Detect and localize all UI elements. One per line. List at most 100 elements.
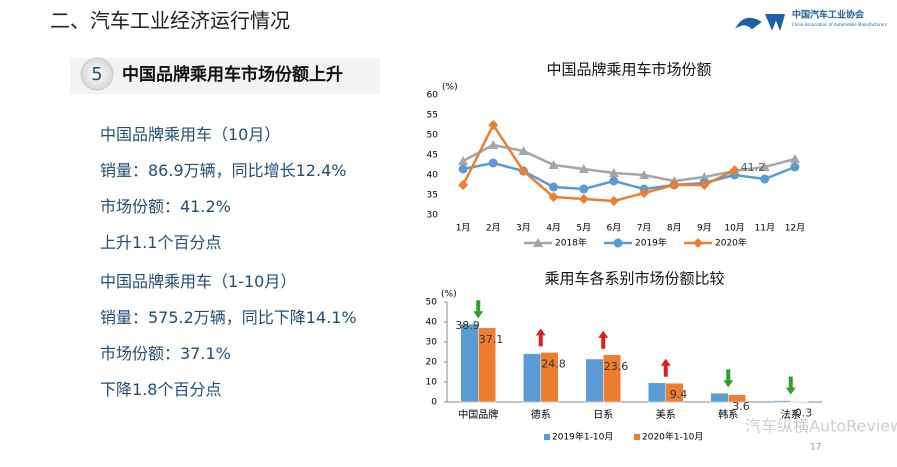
page-number: 17 [810,443,821,453]
legend-label: 2019年 [635,237,667,249]
x-tick-label: 6月 [607,223,622,234]
y-tick-label: 30 [427,211,439,221]
y-axis-label: (%) [441,290,457,300]
x-tick-label: 中国品牌 [458,408,498,421]
text-block: 中国品牌乘用车（1-10月） 销量：575.2万辆，同比下降14.1% 市场份额… [100,264,357,408]
text-line: 销量：575.2万辆，同比下降14.1% [100,308,357,327]
marker [693,238,703,248]
marker [613,238,623,248]
x-tick-label: 4月 [546,223,561,234]
x-tick-label: 韩系 [718,408,738,421]
trend-arrow [785,376,796,395]
section-heading: 中国品牌乘用车市场份额上升 [122,64,343,85]
series-line [462,161,796,191]
y-tick-label: 40 [427,171,439,181]
data-label: 0.3 [795,406,813,419]
bar [478,327,496,403]
bar [728,394,746,403]
x-tick-label: 法系 [781,408,801,421]
marker [488,120,499,130]
text-line: 市场份额：37.1% [100,344,231,363]
y-tick-label: 50 [427,131,439,141]
section-number: 5 [91,64,102,85]
series-line [462,143,796,183]
y-tick-label: 30 [426,338,438,348]
marker [458,156,469,165]
watermark: 汽车纵横AutoReview [745,417,897,436]
text-block: 中国品牌乘用车（10月） 销量：86.9万辆，同比增长12.4% 市场份额：41… [100,117,346,261]
legend-label: 2020年 [715,237,747,249]
text-line: 销量：86.9万辆，同比增长12.4% [100,161,347,180]
bar [523,353,541,403]
marker [639,188,650,198]
data-label: 9.4 [670,388,688,401]
x-tick-label: 1月 [456,223,471,234]
bar [603,354,621,403]
x-tick-label: 11月 [755,223,775,234]
data-label: 24.8 [541,357,566,370]
marker [578,194,589,204]
bar [665,382,684,403]
text-line: 下降1.8个百分点 [100,380,222,399]
logo-name: 中国汽车工业协会 [792,9,865,21]
x-tick-label: 5月 [576,223,591,234]
data-label: 3.6 [732,400,750,413]
text-line: 中国品牌乘用车（1-10月） [100,272,297,291]
y-axis-label: (%) [442,83,458,93]
bar [540,352,559,403]
marker [518,166,529,176]
data-label: 37.1 [479,333,504,346]
data-label: 23.6 [604,360,629,373]
legend-swatch [544,434,550,440]
x-tick-label: 日系 [593,409,613,421]
marker [518,146,529,155]
trend-arrow [598,330,609,349]
marker [639,170,650,179]
marker [699,180,710,190]
chart-title: 乘用车各系别市场份额比较 [544,270,724,288]
bar [460,323,479,403]
marker [488,140,499,149]
y-tick-label: 10 [426,378,438,388]
text-line: 上升1.1个百分点 [100,233,222,252]
y-tick-label: 0 [431,398,437,408]
bar [790,401,809,403]
marker [458,180,469,190]
bar [710,392,729,403]
y-tick-label: 50 [426,298,438,308]
legend-swatch [634,434,640,440]
marker [608,168,619,177]
text-line: 中国品牌乘用车（10月） [100,125,281,144]
y-tick-label: 55 [427,111,438,121]
marker [790,162,800,172]
data-label: 41.2 [741,161,766,174]
marker [488,158,498,168]
data-label: 38.9 [455,319,480,332]
marker [669,180,680,190]
x-tick-label: 12月 [785,223,805,234]
bar [585,358,604,403]
x-tick-label: 8月 [667,223,682,234]
logo-mark [735,13,785,32]
heading-band [70,58,380,94]
marker [549,182,559,192]
marker [789,154,800,163]
trend-arrow [535,328,546,347]
y-tick-label: 40 [426,318,438,328]
marker [729,165,740,176]
bar [773,400,791,403]
x-tick-label: 10月 [724,223,744,234]
x-tick-label: 美系 [656,408,676,421]
marker [458,164,468,174]
marker [759,162,770,171]
y-tick-label: 20 [426,358,438,368]
marker [578,164,589,173]
y-tick-label: 60 [427,91,439,101]
x-tick-label: 3月 [516,223,531,234]
marker [548,160,559,169]
marker [608,196,619,206]
marker [548,192,559,202]
series-line [461,122,736,203]
